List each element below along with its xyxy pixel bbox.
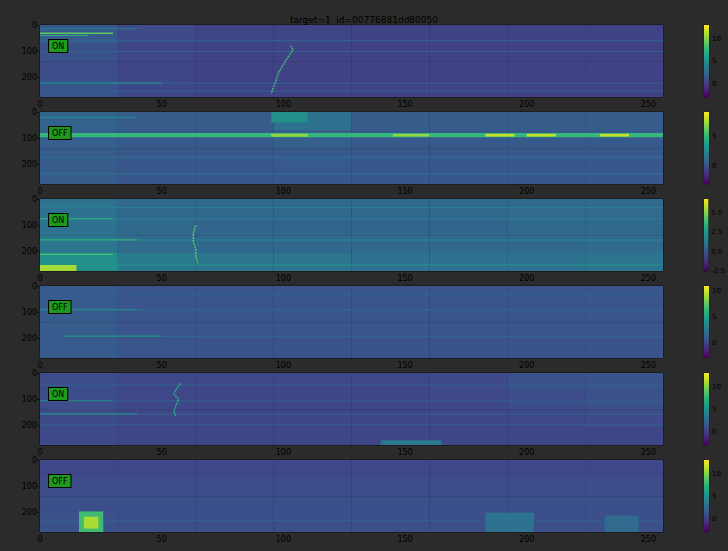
svg-text:0: 0 xyxy=(712,515,716,523)
svg-text:200: 200 xyxy=(519,448,534,457)
svg-text:0: 0 xyxy=(32,369,37,378)
svg-text:200: 200 xyxy=(519,361,534,370)
svg-text:100: 100 xyxy=(276,535,291,544)
svg-text:0: 0 xyxy=(32,21,37,30)
svg-text:150: 150 xyxy=(397,535,412,544)
svg-text:200: 200 xyxy=(22,508,37,517)
svg-text:200: 200 xyxy=(22,160,37,169)
svg-text:0: 0 xyxy=(37,535,42,544)
svg-text:5: 5 xyxy=(712,405,716,413)
svg-text:10: 10 xyxy=(712,287,721,295)
svg-text:100: 100 xyxy=(22,482,37,491)
svg-text:150: 150 xyxy=(397,100,412,109)
svg-text:200: 200 xyxy=(22,247,37,256)
svg-text:2.5: 2.5 xyxy=(711,228,722,236)
svg-text:250: 250 xyxy=(641,100,656,109)
svg-text:200: 200 xyxy=(519,535,534,544)
svg-text:0: 0 xyxy=(32,195,37,204)
svg-text:0: 0 xyxy=(37,187,42,196)
svg-text:5.0: 5.0 xyxy=(711,209,722,217)
svg-text:200: 200 xyxy=(22,334,37,343)
svg-text:ON: ON xyxy=(52,42,64,51)
svg-text:250: 250 xyxy=(641,187,656,196)
svg-text:200: 200 xyxy=(22,73,37,82)
svg-text:150: 150 xyxy=(397,448,412,457)
svg-text:100: 100 xyxy=(276,361,291,370)
svg-text:target=1 id=00776881dd80050: target=1 id=00776881dd80050 xyxy=(290,15,438,25)
svg-text:250: 250 xyxy=(641,448,656,457)
svg-text:5: 5 xyxy=(712,132,716,140)
svg-text:250: 250 xyxy=(641,361,656,370)
svg-text:50: 50 xyxy=(157,274,167,283)
svg-text:50: 50 xyxy=(157,535,167,544)
svg-text:0: 0 xyxy=(37,448,42,457)
svg-text:10: 10 xyxy=(712,383,721,391)
svg-text:0: 0 xyxy=(37,274,42,283)
svg-text:0: 0 xyxy=(32,282,37,291)
svg-text:50: 50 xyxy=(157,187,167,196)
svg-text:OFF: OFF xyxy=(52,477,68,486)
svg-text:0: 0 xyxy=(37,100,42,109)
svg-text:10: 10 xyxy=(712,470,721,478)
svg-text:250: 250 xyxy=(641,274,656,283)
svg-text:OFF: OFF xyxy=(52,303,68,312)
svg-text:ON: ON xyxy=(52,216,64,225)
svg-text:OFF: OFF xyxy=(52,129,68,138)
svg-text:0: 0 xyxy=(32,456,37,465)
svg-text:0: 0 xyxy=(712,80,716,88)
svg-text:0: 0 xyxy=(712,428,716,436)
svg-text:250: 250 xyxy=(641,535,656,544)
svg-text:200: 200 xyxy=(22,421,37,430)
svg-text:100: 100 xyxy=(22,395,37,404)
svg-text:100: 100 xyxy=(276,274,291,283)
svg-text:200: 200 xyxy=(519,274,534,283)
svg-text:100: 100 xyxy=(276,448,291,457)
svg-text:100: 100 xyxy=(276,187,291,196)
svg-text:0: 0 xyxy=(712,339,716,347)
svg-text:5: 5 xyxy=(712,492,716,500)
svg-text:5: 5 xyxy=(712,313,716,321)
svg-text:10: 10 xyxy=(712,35,721,43)
svg-text:100: 100 xyxy=(22,308,37,317)
svg-text:100: 100 xyxy=(276,100,291,109)
svg-text:0: 0 xyxy=(37,361,42,370)
svg-text:50: 50 xyxy=(157,448,167,457)
svg-text:150: 150 xyxy=(397,361,412,370)
svg-text:-2.5: -2.5 xyxy=(711,267,725,275)
svg-text:0: 0 xyxy=(712,162,716,170)
svg-text:ON: ON xyxy=(52,390,64,399)
svg-text:100: 100 xyxy=(22,221,37,230)
svg-text:100: 100 xyxy=(22,47,37,56)
svg-text:50: 50 xyxy=(157,100,167,109)
svg-text:150: 150 xyxy=(397,274,412,283)
svg-text:100: 100 xyxy=(22,134,37,143)
svg-text:150: 150 xyxy=(397,187,412,196)
svg-text:0.0: 0.0 xyxy=(711,248,722,256)
svg-text:200: 200 xyxy=(519,100,534,109)
svg-text:0: 0 xyxy=(32,108,37,117)
svg-text:200: 200 xyxy=(519,187,534,196)
svg-text:5: 5 xyxy=(712,57,716,65)
svg-text:50: 50 xyxy=(157,361,167,370)
